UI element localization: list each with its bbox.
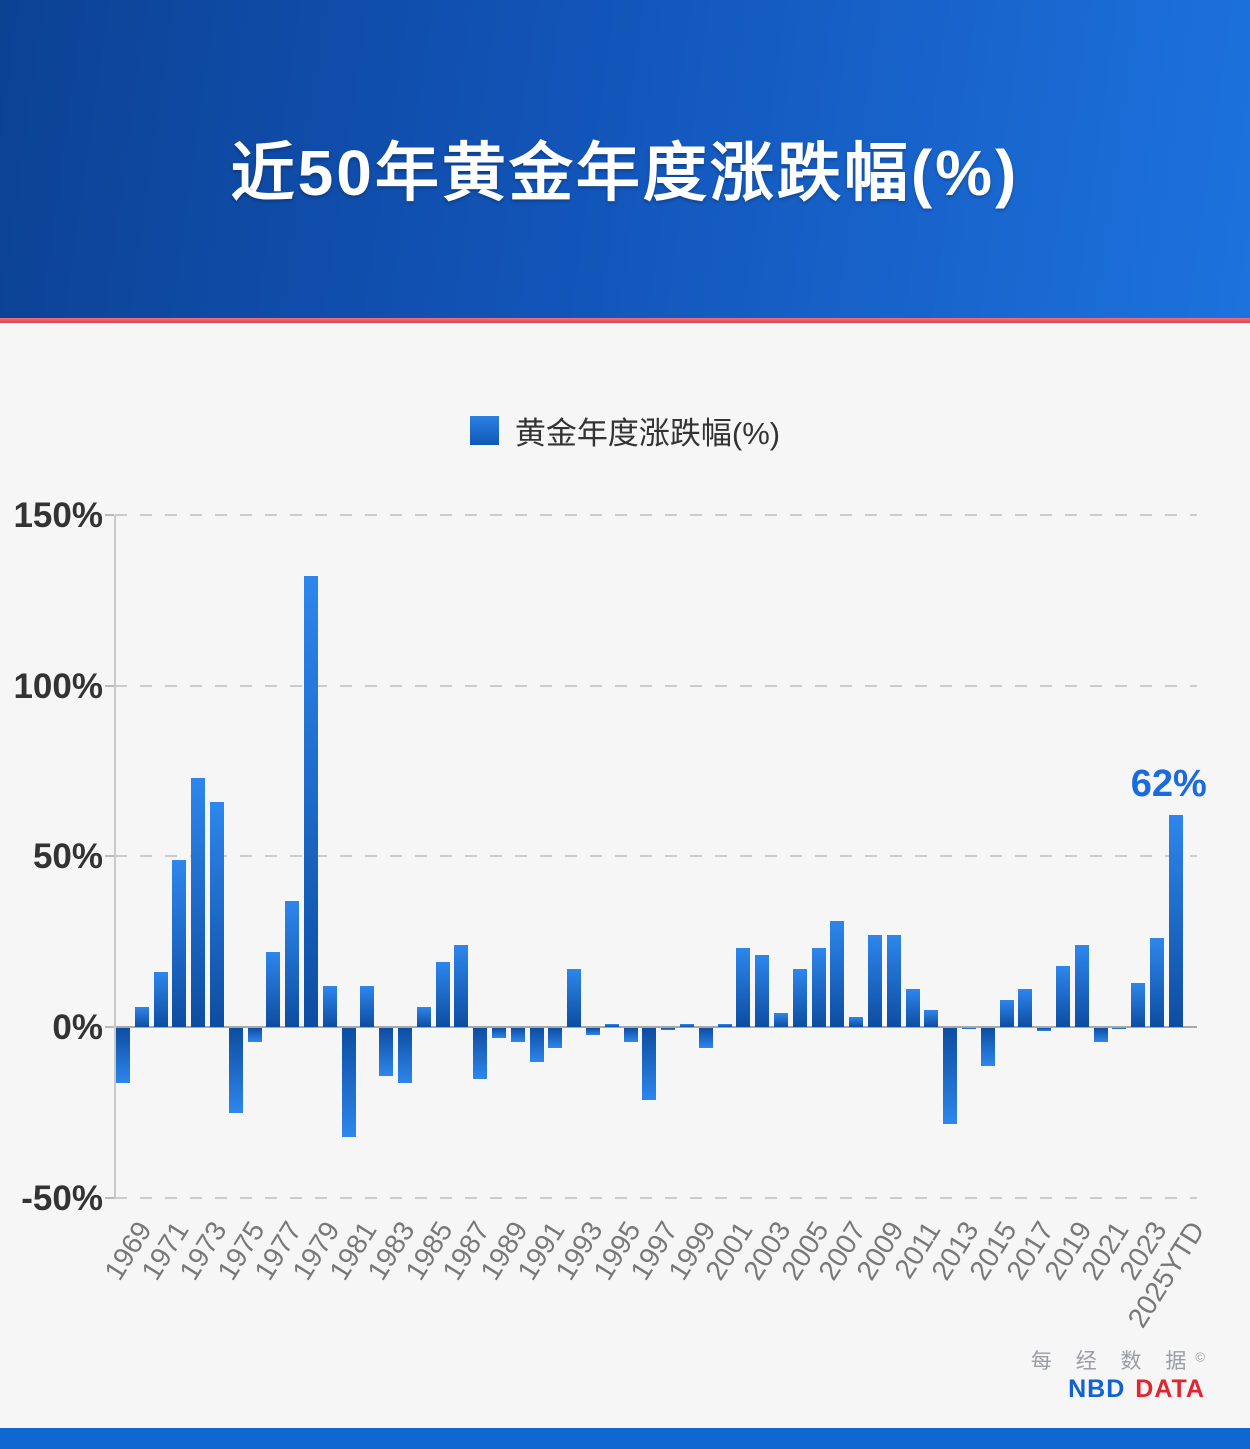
bar-1981 <box>341 1028 356 1138</box>
bar-2015 <box>980 1028 995 1066</box>
gridline-50 <box>115 855 1197 858</box>
bar-value-label-2025ytd: 62% <box>1130 763 1207 806</box>
watermark-cn: 每 经 数 据© <box>1030 1349 1205 1373</box>
bar-1975 <box>228 1028 243 1114</box>
bar-2019 <box>1056 965 1070 1027</box>
bar-2001 <box>717 1023 732 1027</box>
y-axis-label: 150% <box>13 495 103 535</box>
bar-1977 <box>266 951 281 1027</box>
y-axis-label: -50% <box>21 1178 103 1218</box>
bar-1991 <box>529 1028 544 1063</box>
bar-1984 <box>398 1028 412 1083</box>
bar-1972 <box>172 859 187 1027</box>
y-axis-line <box>114 515 116 1199</box>
watermark-en: NBD DATA <box>1068 1375 1205 1404</box>
bar-1994 <box>586 1028 600 1035</box>
bar-1998 <box>661 1028 676 1030</box>
legend-swatch-icon <box>469 416 499 445</box>
bar-2024 <box>1150 938 1164 1027</box>
bar-2005 <box>792 968 807 1027</box>
bar-2007 <box>830 921 845 1027</box>
bar-2018 <box>1037 1028 1052 1032</box>
bar-1988 <box>473 1028 488 1080</box>
bar-2022 <box>1112 1028 1127 1030</box>
bar-1976 <box>247 1028 262 1042</box>
bar-2002 <box>736 948 751 1027</box>
bar-1980 <box>322 986 337 1027</box>
bar-1969 <box>116 1028 130 1083</box>
gridline--50 <box>115 1196 1197 1199</box>
bar-2025YTD <box>1168 815 1183 1027</box>
bar-1974 <box>210 801 224 1027</box>
bar-2010 <box>886 934 901 1027</box>
bar-1987 <box>454 945 469 1027</box>
bar-2013 <box>943 1028 958 1124</box>
bar-1997 <box>642 1028 657 1100</box>
bar-2011 <box>905 989 920 1027</box>
bar-1996 <box>623 1028 638 1042</box>
y-axis-tick <box>105 855 114 858</box>
bar-2003 <box>755 955 770 1027</box>
bar-2004 <box>774 1013 788 1027</box>
bar-2014 <box>962 1028 976 1029</box>
copyright-icon: © <box>1195 1349 1205 1365</box>
bar-1979 <box>304 576 318 1027</box>
y-axis-label: 50% <box>32 837 103 877</box>
bar-2021 <box>1093 1028 1108 1042</box>
chart-legend: 黄金年度涨跌幅(%) <box>0 408 1250 453</box>
bar-1982 <box>360 986 375 1027</box>
bar-2009 <box>868 934 882 1027</box>
bar-2000 <box>698 1028 713 1049</box>
header-banner: 近50年黄金年度涨跌幅(%) <box>0 0 1250 318</box>
bar-1970 <box>134 1006 149 1027</box>
y-axis-tick <box>105 684 114 687</box>
y-axis-tick <box>105 1026 114 1028</box>
bar-1983 <box>379 1028 394 1076</box>
bar-1999 <box>680 1023 694 1027</box>
bar-1985 <box>416 1006 431 1027</box>
nbd-watermark: 每 经 数 据© NBD DATA <box>1031 1350 1205 1404</box>
bar-2017 <box>1018 989 1033 1027</box>
page-title: 近50年黄金年度涨跌幅(%) <box>230 137 1020 209</box>
y-axis-tick <box>105 1196 114 1199</box>
bar-2020 <box>1074 945 1089 1027</box>
bar-1971 <box>153 972 168 1027</box>
bar-1993 <box>567 968 582 1027</box>
bar-1986 <box>435 962 450 1027</box>
bar-1990 <box>510 1028 525 1042</box>
footer-bar <box>0 1428 1250 1449</box>
y-axis-label: 0% <box>52 1008 103 1047</box>
bar-2023 <box>1131 982 1146 1027</box>
bar-1973 <box>191 777 206 1027</box>
bar-1992 <box>548 1028 563 1049</box>
bar-2008 <box>849 1016 864 1027</box>
y-axis-tick <box>105 513 114 516</box>
bar-1978 <box>285 900 300 1027</box>
header-divider <box>0 318 1250 323</box>
bar-2012 <box>924 1009 939 1027</box>
gridline-150 <box>115 513 1197 516</box>
gridline-100 <box>115 684 1197 687</box>
y-axis-label: 100% <box>13 666 103 706</box>
zero-line <box>115 1026 1197 1028</box>
bar-1989 <box>492 1028 506 1039</box>
legend-label: 黄金年度涨跌幅(%) <box>514 416 781 451</box>
bar-2016 <box>999 999 1014 1027</box>
bar-1995 <box>604 1023 619 1027</box>
bar-2006 <box>811 948 826 1027</box>
